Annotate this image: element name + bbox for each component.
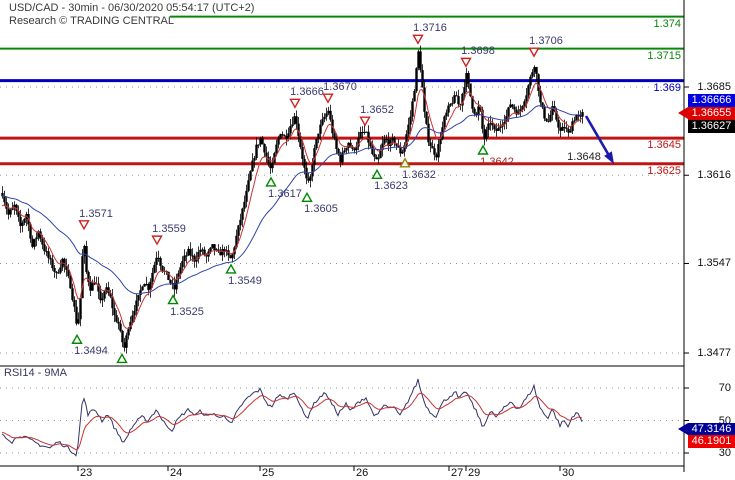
chart-canvas <box>0 0 689 472</box>
chart-window: USD/CAD - 30min - 06/30/2020 05:54:17 (U… <box>0 0 735 480</box>
